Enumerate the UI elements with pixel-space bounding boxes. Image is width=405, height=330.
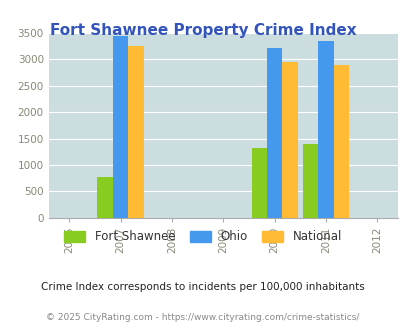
Text: Crime Index corresponds to incidents per 100,000 inhabitants: Crime Index corresponds to incidents per… (41, 282, 364, 292)
Text: © 2025 CityRating.com - https://www.cityrating.com/crime-statistics/: © 2025 CityRating.com - https://www.city… (46, 313, 359, 322)
Bar (251, 148, 266, 218)
Bar (97, 177, 113, 218)
Bar (318, 41, 333, 218)
Bar (302, 144, 318, 218)
Bar (266, 48, 281, 218)
Legend: Fort Shawnee, Ohio, National: Fort Shawnee, Ohio, National (59, 226, 346, 248)
Bar (281, 61, 297, 218)
Bar (113, 36, 128, 218)
Text: Fort Shawnee Property Crime Index: Fort Shawnee Property Crime Index (49, 23, 356, 38)
Bar (128, 46, 143, 218)
Bar (333, 65, 348, 218)
